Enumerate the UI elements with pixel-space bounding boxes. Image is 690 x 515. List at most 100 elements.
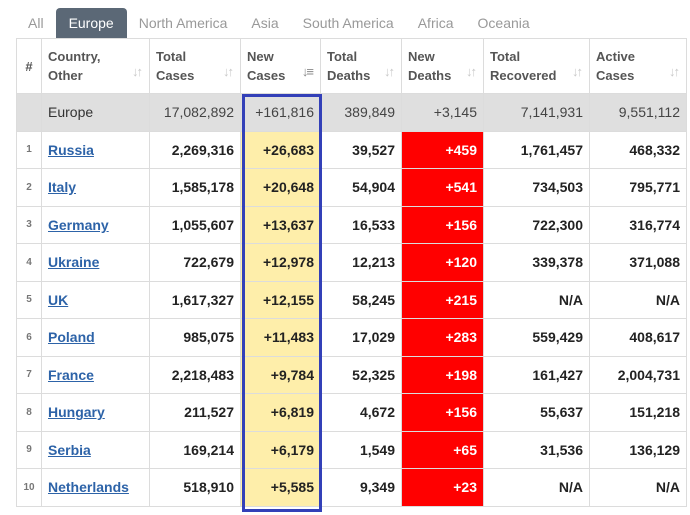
total-recovered-cell: 7,141,931: [483, 93, 590, 132]
rank-cell: 6: [16, 318, 42, 357]
col-header-active-cases[interactable]: Active Cases ↓↑: [589, 38, 687, 94]
tab-north-america[interactable]: North America: [138, 15, 228, 31]
total-cases-cell: 518,910: [149, 468, 241, 507]
tab-all[interactable]: All: [28, 15, 44, 31]
country-cell: Hungary: [41, 393, 150, 432]
sort-arrows-icon[interactable]: ↓↑: [223, 64, 234, 79]
tab-europe[interactable]: Europe: [55, 8, 127, 38]
total-recovered-cell: 1,761,457: [483, 130, 590, 169]
tab-africa[interactable]: Africa: [417, 15, 454, 31]
country-link[interactable]: Serbia: [48, 441, 91, 458]
tab-asia[interactable]: Asia: [251, 15, 279, 31]
sort-arrows-icon[interactable]: ↓↑: [384, 64, 395, 79]
table-row: 9 Serbia 169,214 +6,179 1,549 +65 31,536…: [16, 430, 687, 469]
col-header-total-cases[interactable]: Total Cases ↓↑: [149, 38, 241, 94]
rank-cell: [16, 93, 42, 132]
country-link[interactable]: UK: [48, 291, 69, 308]
active-cases-cell: 371,088: [589, 243, 687, 282]
col-header-label: Deaths: [408, 68, 452, 83]
col-header-rank[interactable]: #: [16, 38, 42, 94]
total-recovered-cell: 722,300: [483, 205, 590, 244]
sort-arrows-active-icon[interactable]: ↓≡: [301, 64, 314, 79]
new-cases-cell: +26,683: [240, 130, 321, 169]
rank-cell: 9: [16, 430, 42, 469]
country-link[interactable]: Italy: [48, 179, 77, 196]
new-deaths-cell: +3,145: [401, 93, 484, 132]
country-link[interactable]: Russia: [48, 141, 94, 158]
country-link[interactable]: Netherlands: [48, 479, 129, 496]
total-deaths-cell: 1,549: [320, 430, 402, 469]
total-cases-cell: 1,055,607: [149, 205, 241, 244]
new-cases-cell: +5,585: [240, 468, 321, 507]
col-header-total-recovered[interactable]: Total Recovered ↓↑: [483, 38, 590, 94]
table-row: 10 Netherlands 518,910 +5,585 9,349 +23 …: [16, 468, 687, 507]
total-recovered-cell: 55,637: [483, 393, 590, 432]
country-link[interactable]: Poland: [48, 329, 95, 346]
country-link[interactable]: Hungary: [48, 404, 105, 421]
table-row: 3 Germany 1,055,607 +13,637 16,533 +156 …: [16, 205, 687, 244]
country-cell: France: [41, 355, 150, 394]
col-header-label: New: [247, 49, 274, 64]
country-cell: Serbia: [41, 430, 150, 469]
col-header-label: Total: [490, 49, 521, 64]
new-cases-cell: +161,816: [240, 93, 321, 132]
new-cases-cell: +6,179: [240, 430, 321, 469]
total-cases-cell: 722,679: [149, 243, 241, 282]
tab-oceania[interactable]: Oceania: [477, 15, 530, 31]
country-cell: Ukraine: [41, 243, 150, 282]
rank-cell: 10: [16, 468, 42, 507]
active-cases-cell: 2,004,731: [589, 355, 687, 394]
rank-cell: 7: [16, 355, 42, 394]
sort-arrows-icon[interactable]: ↓↑: [466, 64, 477, 79]
table-row: 8 Hungary 211,527 +6,819 4,672 +156 55,6…: [16, 393, 687, 432]
col-header-total-deaths[interactable]: Total Deaths ↓↑: [320, 38, 402, 94]
new-cases-cell: +13,637: [240, 205, 321, 244]
total-cases-cell: 169,214: [149, 430, 241, 469]
new-cases-cell: +9,784: [240, 355, 321, 394]
total-deaths-cell: 39,527: [320, 130, 402, 169]
sort-arrows-icon[interactable]: ↓↑: [132, 64, 143, 79]
new-deaths-cell: +156: [401, 393, 484, 432]
active-cases-cell: N/A: [589, 280, 687, 319]
covid-table: # Country, Other ↓↑ Total Cases ↓↑ New Cases ↓…: [16, 38, 687, 507]
tab-south-america[interactable]: South America: [302, 15, 394, 31]
total-deaths-cell: 17,029: [320, 318, 402, 357]
new-deaths-cell: +23: [401, 468, 484, 507]
total-recovered-cell: N/A: [483, 280, 590, 319]
col-header-country[interactable]: Country, Other ↓↑: [41, 38, 150, 94]
new-deaths-cell: +283: [401, 318, 484, 357]
country-link[interactable]: Germany: [48, 216, 109, 233]
col-header-new-cases[interactable]: New Cases ↓≡: [240, 38, 321, 94]
new-deaths-cell: +215: [401, 280, 484, 319]
total-cases-cell: 985,075: [149, 318, 241, 357]
col-header-label: #: [25, 58, 33, 74]
rank-cell: 4: [16, 243, 42, 282]
sort-arrows-icon[interactable]: ↓↑: [572, 64, 583, 79]
new-deaths-cell: +120: [401, 243, 484, 282]
new-deaths-cell: +459: [401, 130, 484, 169]
col-header-label: Recovered: [490, 68, 557, 83]
country-cell: Poland: [41, 318, 150, 357]
country-link[interactable]: France: [48, 366, 94, 383]
active-cases-cell: 151,218: [589, 393, 687, 432]
new-cases-cell: +20,648: [240, 168, 321, 207]
col-header-label: Country,: [48, 49, 101, 64]
rank-cell: 5: [16, 280, 42, 319]
total-recovered-cell: 339,378: [483, 243, 590, 282]
table-row: 1 Russia 2,269,316 +26,683 39,527 +459 1…: [16, 130, 687, 169]
rank-cell: 1: [16, 130, 42, 169]
col-header-new-deaths[interactable]: New Deaths ↓↑: [401, 38, 484, 94]
total-cases-cell: 1,585,178: [149, 168, 241, 207]
col-header-label: Cases: [247, 68, 286, 83]
sort-arrows-icon[interactable]: ↓↑: [669, 64, 680, 79]
total-deaths-cell: 4,672: [320, 393, 402, 432]
total-recovered-cell: 161,427: [483, 355, 590, 394]
col-header-label: Other: [48, 68, 83, 83]
total-deaths-cell: 58,245: [320, 280, 402, 319]
rank-cell: 2: [16, 168, 42, 207]
col-header-label: Deaths: [327, 68, 371, 83]
active-cases-cell: 9,551,112: [589, 93, 687, 132]
header-row: # Country, Other ↓↑ Total Cases ↓↑ New Cases ↓…: [16, 38, 687, 94]
country-link[interactable]: Ukraine: [48, 254, 100, 271]
col-header-label: Total: [156, 49, 187, 64]
